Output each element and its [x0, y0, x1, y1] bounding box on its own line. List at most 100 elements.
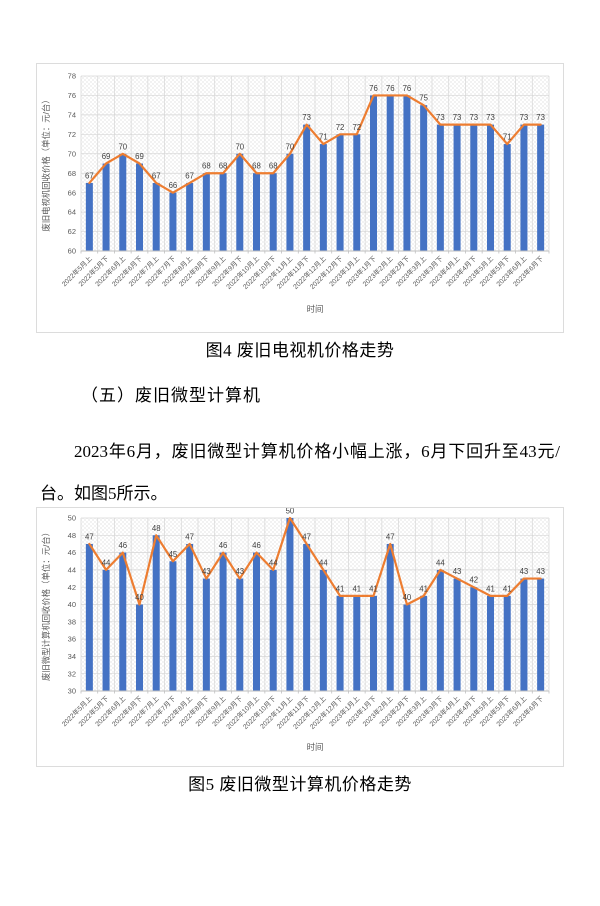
- bar: [169, 561, 177, 691]
- y-tick-label: 44: [68, 566, 76, 575]
- data-label: 47: [85, 532, 94, 541]
- y-tick-label: 60: [68, 247, 76, 256]
- data-label: 45: [169, 550, 178, 559]
- data-label: 50: [286, 508, 295, 516]
- data-label: 73: [469, 113, 478, 122]
- y-axis-title: 废旧微型计算机回收价格（单位：元/台）: [41, 528, 51, 681]
- data-label: 72: [336, 123, 345, 132]
- bar: [102, 569, 110, 691]
- data-label: 70: [235, 142, 244, 151]
- data-label: 44: [319, 558, 328, 567]
- bar: [252, 173, 261, 251]
- data-label: 43: [202, 567, 211, 576]
- chart-canvas: 30 32 34 36 38 40 42 44 46 48 50 47 44 46 40 48 45 47 43 46…: [41, 507, 550, 752]
- bar: [169, 192, 177, 251]
- bar: [486, 124, 495, 251]
- y-tick-label: 50: [68, 514, 76, 523]
- bar: [85, 543, 93, 691]
- data-label: 44: [102, 558, 111, 567]
- data-label: 41: [486, 584, 495, 593]
- data-label: 47: [386, 532, 395, 541]
- bar: [102, 163, 110, 251]
- bar: [85, 182, 93, 251]
- bar: [269, 173, 277, 251]
- data-label: 68: [252, 162, 261, 171]
- y-tick-label: 48: [68, 531, 76, 540]
- figure4-caption: 图4 废旧电视机价格走势: [205, 341, 395, 360]
- data-label: 47: [302, 532, 311, 541]
- bar: [420, 105, 428, 251]
- bar: [286, 518, 294, 691]
- y-tick-label: 46: [68, 548, 76, 557]
- data-label: 40: [403, 593, 412, 602]
- bar: [286, 153, 294, 251]
- data-label: 71: [319, 133, 328, 142]
- price-line: [88, 94, 542, 194]
- data-label: 41: [352, 584, 361, 593]
- bar: [252, 552, 261, 691]
- bar: [537, 124, 545, 251]
- bar: [486, 595, 495, 691]
- bar: [269, 569, 277, 691]
- y-tick-label: 42: [68, 583, 76, 592]
- bar: [219, 552, 227, 691]
- bar: [236, 153, 244, 251]
- bar: [503, 595, 511, 691]
- y-tick-label: 38: [68, 617, 76, 626]
- bar: [420, 595, 428, 691]
- data-label: 71: [503, 133, 512, 142]
- bar: [135, 604, 144, 691]
- y-tick-label: 62: [68, 227, 76, 236]
- y-tick-label: 78: [68, 72, 76, 81]
- data-label: 75: [419, 94, 428, 103]
- bar: [202, 578, 210, 691]
- bar: [135, 163, 144, 251]
- bar: [470, 587, 478, 691]
- y-tick-label: 64: [68, 208, 76, 217]
- x-axis-title: 时间: [307, 742, 324, 752]
- figure5-caption: 图5 废旧微型计算机价格走势: [188, 775, 412, 794]
- data-label: 73: [536, 113, 545, 122]
- y-tick-label: 74: [68, 110, 76, 119]
- bar: [403, 604, 411, 691]
- data-label: 43: [453, 567, 462, 576]
- data-label: 70: [286, 142, 295, 151]
- bar: [319, 144, 327, 251]
- bar: [453, 124, 461, 251]
- bar: [386, 543, 394, 691]
- bar: [520, 578, 528, 691]
- data-label: 67: [185, 171, 194, 180]
- bar: [436, 124, 444, 251]
- price-line: [88, 516, 542, 606]
- y-axis-title: 废旧电视机回收价格（单位：元/台）: [41, 95, 51, 231]
- data-label: 47: [185, 532, 194, 541]
- data-label: 70: [118, 142, 127, 151]
- y-tick-label: 66: [68, 188, 76, 197]
- y-tick-label: 36: [68, 635, 76, 644]
- data-label: 68: [202, 162, 211, 171]
- data-label: 66: [169, 181, 178, 190]
- data-label: 41: [419, 584, 428, 593]
- chart-canvas: 60 62 64 66 68 70 72 74 76 78 67 69 70 69 67 66 67 68 68 70…: [41, 72, 550, 314]
- bar: [369, 595, 378, 691]
- bar: [119, 552, 127, 691]
- data-label: 69: [135, 152, 144, 161]
- data-label: 46: [219, 541, 228, 550]
- bar: [537, 578, 545, 691]
- data-label: 76: [369, 84, 378, 93]
- bar: [219, 173, 227, 251]
- data-label: 43: [235, 567, 244, 576]
- bar: [303, 543, 311, 691]
- data-label: 40: [135, 593, 144, 602]
- data-label: 67: [85, 171, 94, 180]
- bar: [152, 182, 160, 251]
- bar: [202, 173, 210, 251]
- y-tick-label: 68: [68, 169, 76, 178]
- bar: [336, 595, 344, 691]
- y-tick-label: 30: [68, 687, 76, 696]
- bar: [236, 578, 244, 691]
- y-tick-label: 76: [68, 91, 76, 100]
- data-label: 72: [352, 123, 361, 132]
- bar: [186, 182, 194, 251]
